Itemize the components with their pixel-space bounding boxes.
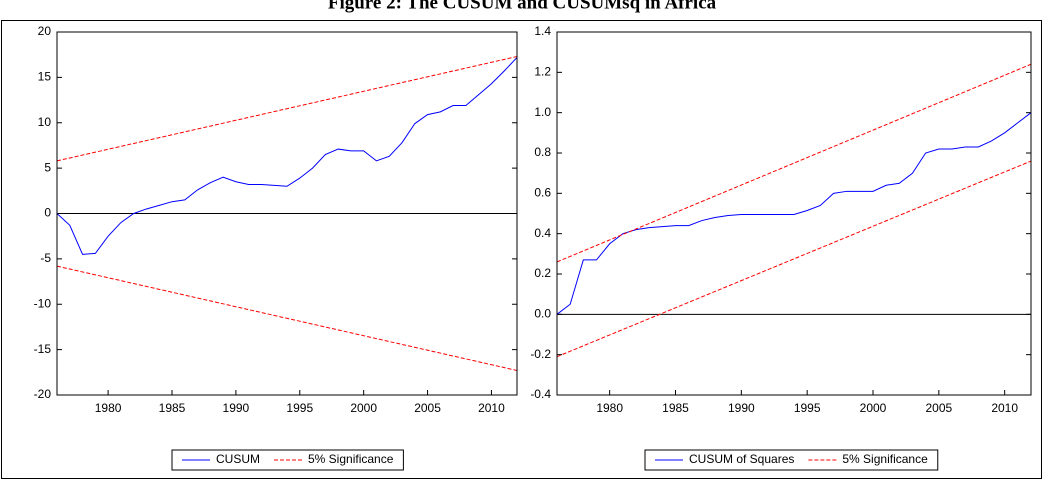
x-tick-label: 2000 [860, 401, 887, 415]
plot-frame [56, 31, 518, 396]
y-tick-label: 0.0 [534, 307, 551, 321]
series-line [56, 56, 518, 162]
x-tick-label: 1985 [662, 401, 689, 415]
legend-box [644, 449, 939, 471]
x-tick-label: 1990 [728, 401, 755, 415]
y-tick-label: 0.2 [534, 266, 551, 280]
y-tick-label: 15 [38, 70, 52, 84]
y-tick-label: 0.4 [534, 226, 551, 240]
y-tick-label: 10 [38, 115, 52, 129]
y-tick-label: -10 [34, 296, 52, 310]
legend-label: 5% Significance [308, 452, 394, 466]
series-line [556, 112, 1032, 315]
y-tick-label: 0.8 [534, 145, 551, 159]
x-tick-label: 2010 [478, 401, 505, 415]
y-tick-label: 20 [38, 24, 52, 38]
y-tick-label: -20 [34, 387, 52, 401]
x-tick-label: 1980 [95, 401, 122, 415]
x-tick-label: 1995 [286, 401, 313, 415]
x-tick-label: 2005 [414, 401, 441, 415]
outer-border [1, 20, 1042, 479]
x-tick-label: 1990 [223, 401, 250, 415]
y-tick-label: -0.2 [530, 347, 551, 361]
series-line [56, 265, 518, 371]
y-tick-label: 5 [44, 160, 51, 174]
legend-label: 5% Significance [842, 452, 928, 466]
x-tick-label: 1985 [159, 401, 186, 415]
legend-label: CUSUM [216, 452, 260, 466]
x-tick-label: 2010 [991, 401, 1018, 415]
series-line [556, 160, 1032, 358]
y-tick-label: 0.6 [534, 186, 551, 200]
x-tick-label: 1980 [596, 401, 623, 415]
y-tick-label: -15 [34, 342, 52, 356]
x-tick-label: 2000 [350, 401, 377, 415]
x-tick-label: 2005 [925, 401, 952, 415]
legend-label: CUSUM of Squares [689, 452, 794, 466]
y-tick-label: -5 [40, 251, 51, 265]
y-tick-label: 1.0 [534, 105, 551, 119]
series-line [556, 63, 1032, 263]
y-tick-label: -0.4 [530, 387, 551, 401]
x-tick-label: 1995 [794, 401, 821, 415]
plot-frame [556, 31, 1032, 396]
y-tick-label: 1.2 [534, 65, 551, 79]
figure-title: Figure 2: The CUSUM and CUSUMsq in Afric… [328, 0, 717, 13]
y-tick-label: 1.4 [534, 24, 551, 38]
y-tick-label: 0 [44, 206, 51, 220]
series-line [56, 57, 518, 255]
legend-box [171, 449, 404, 471]
